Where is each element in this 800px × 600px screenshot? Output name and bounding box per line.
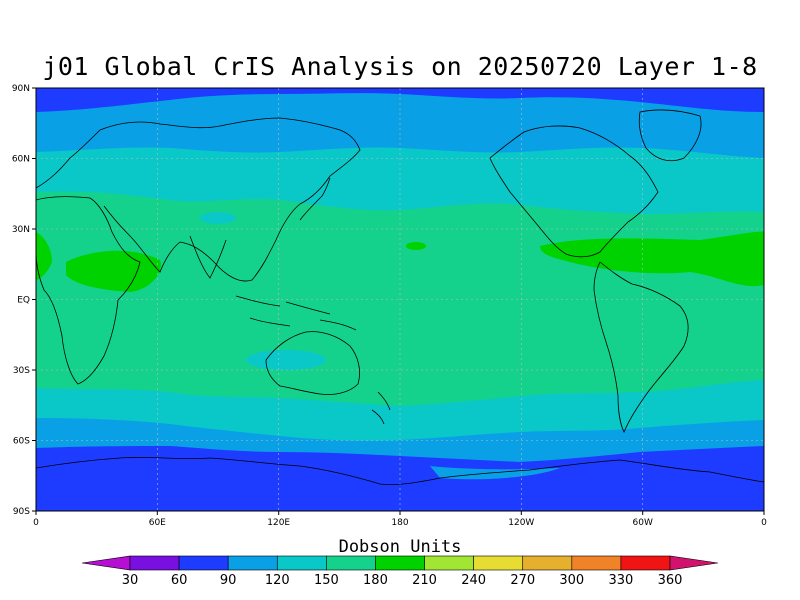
colorbar-title: Dobson Units — [338, 537, 462, 557]
indopacific-sub-cell — [200, 212, 236, 224]
colorbar-label: 60 — [171, 573, 188, 588]
colorbar-label: 120 — [265, 573, 290, 588]
colorbar-box — [473, 555, 524, 571]
lon-label-60e: 60E — [149, 518, 166, 528]
japan-coast — [299, 177, 331, 221]
lon-axis — [35, 511, 765, 515]
colorbar-label: 270 — [510, 573, 535, 588]
colorbar-label: 210 — [412, 573, 437, 588]
colorbar-box — [571, 555, 622, 571]
colorbar-box — [424, 555, 474, 571]
lon-label-180: 180 — [391, 518, 408, 528]
africa-coast — [36, 196, 141, 385]
lon-label-120w: 120W — [508, 518, 534, 528]
colorbar-label: 330 — [608, 573, 633, 588]
colorbar-label: 150 — [314, 573, 339, 588]
lat-label-30s: 30S — [13, 366, 30, 376]
colorbar-box — [620, 555, 671, 571]
indian-ocean-sub-cell — [246, 350, 326, 370]
colorbar-label: 30 — [122, 573, 139, 588]
colorbar-box — [375, 555, 425, 571]
colorbar: 30 60 90 120 150 180 210 240 270 300 330 360 — [81, 555, 719, 588]
north-polar-band — [36, 88, 764, 112]
south-america-coast — [593, 261, 689, 433]
eurasia-coast — [36, 117, 361, 282]
grid-lines — [36, 88, 764, 511]
colorbar-label: 300 — [559, 573, 584, 588]
greenland-coast — [638, 109, 702, 162]
lon-label-120e: 120E — [267, 518, 290, 528]
colorbar-arrow-high — [669, 555, 719, 571]
colorbar-label: 360 — [658, 573, 683, 588]
west-edge-high-patch — [36, 232, 52, 280]
lat-label-90s: 90S — [13, 507, 30, 517]
australia-coast — [265, 331, 360, 395]
lat-axis — [32, 87, 36, 512]
lon-label-60w: 60W — [633, 518, 653, 528]
coastlines — [36, 109, 764, 485]
map-title: j01 Global CrIS Analysis on 20250720 Lay… — [42, 52, 758, 81]
lon-label-0-left: 0 — [33, 518, 39, 528]
colorbar-label: 90 — [220, 573, 237, 588]
colorbar-box — [178, 555, 229, 571]
india-coast — [189, 235, 227, 279]
colorbar-box — [227, 555, 278, 571]
colorbar-arrow-low — [81, 555, 131, 571]
colorbar-label: 180 — [363, 573, 388, 588]
indonesia-coast — [235, 295, 357, 331]
new-zealand-coast — [371, 391, 391, 425]
lat-label-60s: 60S — [13, 437, 30, 447]
north-america-coast — [489, 125, 659, 258]
colorbar-box — [276, 555, 327, 571]
lon-label-0-right: 0 — [761, 518, 767, 528]
colorbar-box — [326, 555, 376, 571]
lat-label-eq: EQ — [17, 296, 30, 306]
atlantic-high-patch — [540, 231, 764, 287]
colorbar-box — [129, 555, 180, 571]
colorbar-box — [522, 555, 573, 571]
lat-label-90n: 90N — [12, 84, 30, 94]
pacific-high-patch — [406, 242, 426, 250]
lat-label-30n: 30N — [12, 225, 30, 235]
antarctica-coast — [36, 457, 764, 485]
colorbar-label: 240 — [461, 573, 486, 588]
lat-label-60n: 60N — [12, 155, 30, 165]
